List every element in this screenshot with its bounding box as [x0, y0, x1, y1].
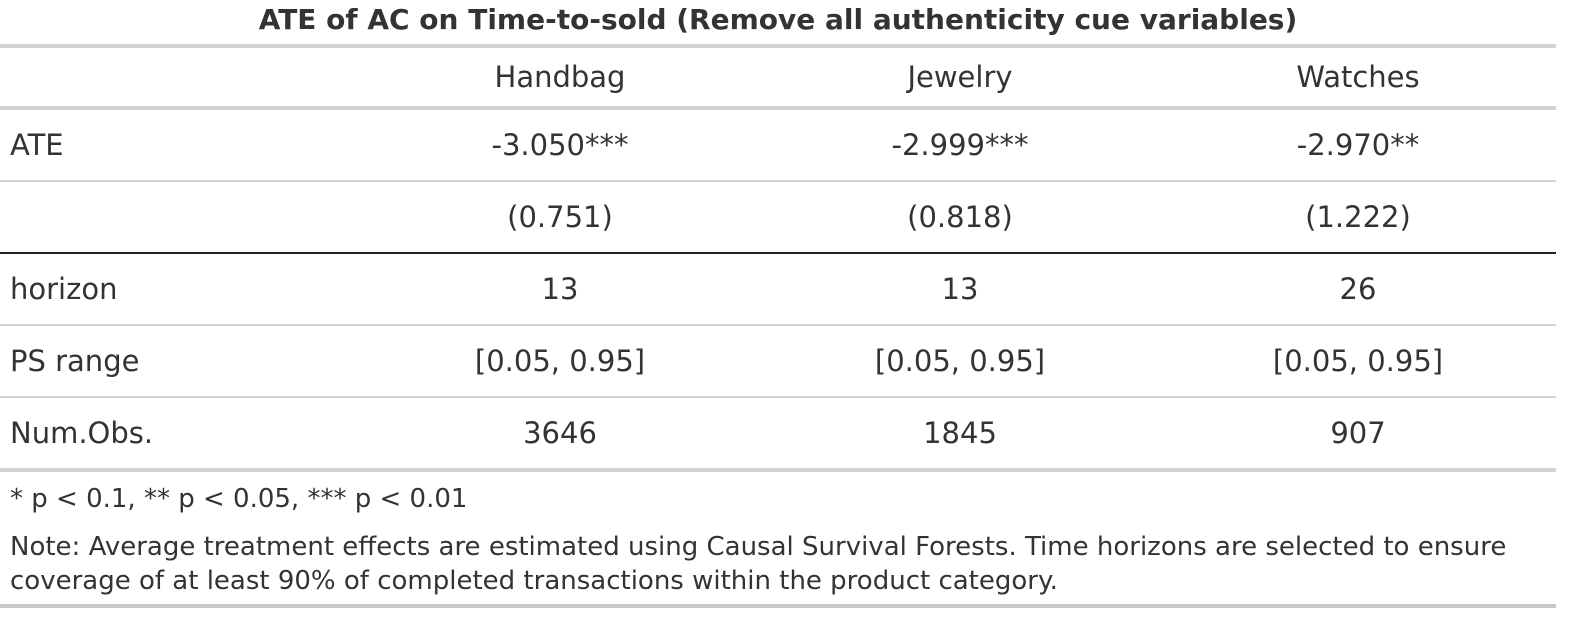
table-row-num-obs: Num.Obs. 3646 1845 907 — [0, 396, 1556, 468]
table-row-horizon: horizon 13 13 26 — [0, 252, 1556, 325]
header-cell-jewelry: Jewelry — [907, 60, 1013, 94]
cell-value: -2.999*** — [891, 128, 1029, 162]
cell-value: [0.05, 0.95] — [360, 324, 760, 397]
cell-value: -2.970** — [1296, 128, 1420, 162]
results-table: Handbag Jewelry Watches ATE -3.050*** -2… — [0, 44, 1556, 468]
method-note: Note: Average treatment effects are esti… — [10, 532, 1507, 596]
cell-value: 907 — [1160, 396, 1556, 468]
table-header: Handbag Jewelry Watches — [0, 46, 1556, 108]
table-title: ATE of AC on Time-to-sold (Remove all au… — [258, 3, 1298, 36]
cell-value: [0.05, 0.95] — [1160, 324, 1556, 397]
row-label — [0, 180, 360, 253]
cell-value: 13 — [760, 252, 1160, 325]
row-label: PS range — [0, 324, 360, 397]
row-label: Num.Obs. — [0, 396, 360, 468]
row-label: horizon — [0, 252, 360, 325]
header-cell-watches: Watches — [1296, 60, 1420, 94]
table-footnotes: * p < 0.1, ** p < 0.05, *** p < 0.01 Not… — [0, 468, 1556, 608]
row-label: ATE — [10, 128, 64, 162]
table-row-ate: ATE -3.050*** -2.999*** -2.970** — [0, 108, 1556, 181]
cell-value: (0.751) — [360, 180, 760, 253]
header-cell-handbag: Handbag — [494, 60, 626, 94]
table-body: ATE -3.050*** -2.999*** -2.970** (0.751)… — [0, 108, 1556, 468]
cell-value: 3646 — [360, 396, 760, 468]
cell-value: (0.818) — [760, 180, 1160, 253]
table-row-ps-range: PS range [0.05, 0.95] [0.05, 0.95] [0.05… — [0, 324, 1556, 397]
cell-value: 13 — [360, 252, 760, 325]
cell-value: 1845 — [760, 396, 1160, 468]
cell-value: -3.050*** — [491, 128, 629, 162]
results-table-container: ATE of AC on Time-to-sold (Remove all au… — [0, 3, 1556, 608]
header-cell-empty — [0, 46, 360, 108]
table-row-se: (0.751) (0.818) (1.222) — [0, 180, 1556, 253]
cell-value: [0.05, 0.95] — [760, 324, 1160, 397]
cell-value: (1.222) — [1160, 180, 1556, 253]
cell-value: 26 — [1160, 252, 1556, 325]
significance-footnote: * p < 0.1, ** p < 0.05, *** p < 0.01 — [10, 484, 468, 514]
header-row: Handbag Jewelry Watches — [0, 46, 1556, 108]
